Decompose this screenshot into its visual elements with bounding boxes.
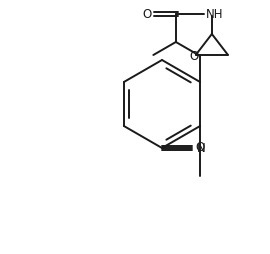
Text: N: N bbox=[197, 142, 206, 155]
Text: O: O bbox=[190, 50, 199, 63]
Text: O: O bbox=[195, 140, 205, 153]
Text: NH: NH bbox=[206, 8, 223, 21]
Text: O: O bbox=[143, 8, 152, 21]
